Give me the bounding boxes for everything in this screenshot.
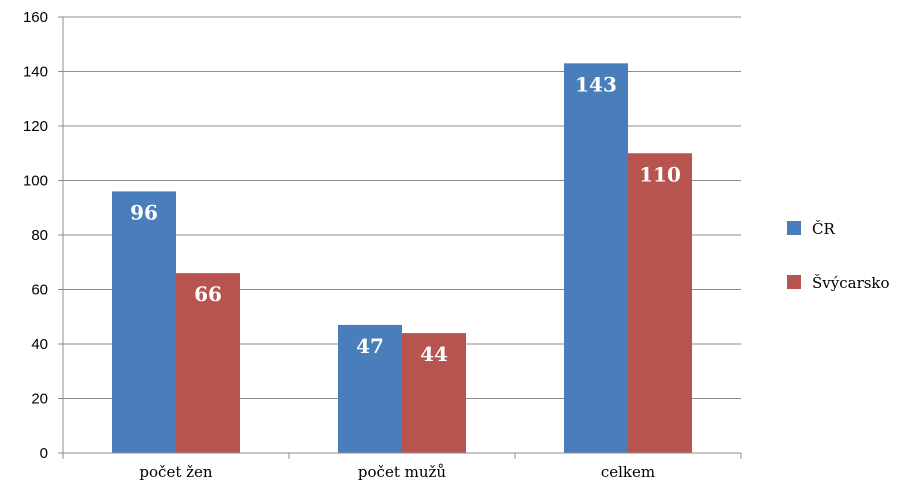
- y-tick-label: 80: [31, 227, 48, 244]
- y-tick-label: 100: [23, 173, 48, 190]
- data-label: 47: [356, 334, 384, 358]
- legend-swatch: [787, 275, 801, 289]
- bars: [112, 63, 692, 453]
- bar: [628, 153, 692, 453]
- data-label: 110: [639, 162, 681, 186]
- y-tick-label: 60: [31, 282, 48, 299]
- legend-label: Švýcarsko: [812, 274, 890, 292]
- bar: [176, 273, 240, 453]
- legend-label: ČR: [812, 220, 835, 238]
- bar: [402, 333, 466, 453]
- x-axis-ticks: počet žen počet mužů celkem: [62, 453, 742, 481]
- bar: [112, 191, 176, 453]
- x-tick-label: počet žen: [139, 463, 212, 481]
- data-label: 96: [130, 200, 158, 224]
- y-tick-label: 140: [23, 64, 48, 81]
- legend-swatch: [787, 221, 801, 235]
- y-axis-ticks: 0 20 40 60 80 100 120 140 160: [23, 9, 63, 462]
- data-label: 44: [420, 342, 448, 366]
- y-tick-label: 20: [31, 391, 48, 408]
- data-label: 66: [194, 282, 222, 306]
- data-labels: 96 66 47 44 143 110: [130, 72, 681, 366]
- bar: [338, 324, 402, 453]
- y-tick-label: 0: [40, 445, 48, 462]
- y-tick-label: 40: [31, 336, 48, 353]
- bar: [564, 63, 628, 453]
- y-tick-label: 160: [23, 9, 48, 26]
- y-tick-label: 120: [23, 118, 48, 135]
- data-label: 143: [575, 72, 617, 96]
- legend: ČR Švýcarsko: [787, 220, 890, 292]
- x-tick-label: počet mužů: [358, 463, 446, 481]
- x-tick-label: celkem: [601, 463, 655, 481]
